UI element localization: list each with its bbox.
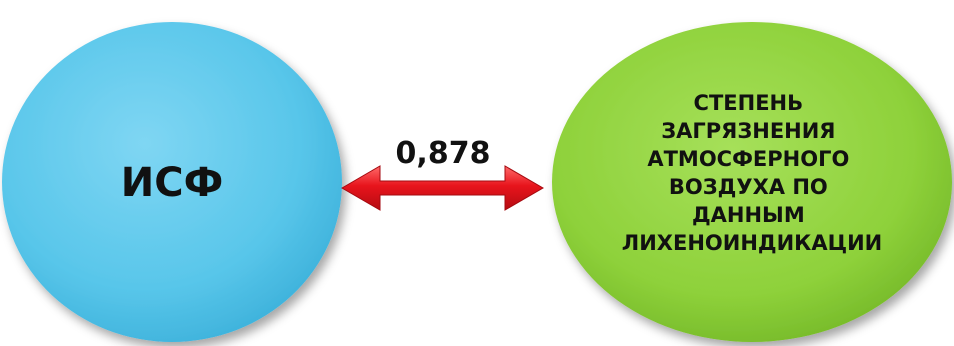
left-node-circle bbox=[2, 22, 342, 342]
right-node: СТЕПЕНЬ ЗАГРЯЗНЕНИЯ АТМОСФЕРНОГО ВОЗДУХА… bbox=[552, 22, 952, 342]
correlation-value: 0,878 bbox=[396, 136, 491, 171]
left-node: ИСФ bbox=[2, 22, 342, 342]
right-node-circle bbox=[552, 22, 952, 342]
right-node-line: ЛИХЕНОИНДИКАЦИИ bbox=[622, 231, 882, 255]
right-node-line: ВОЗДУХА ПО bbox=[669, 175, 828, 199]
right-node-line: ДАННЫМ bbox=[692, 203, 805, 227]
right-node-line: ЗАГРЯЗНЕНИЯ bbox=[661, 119, 835, 143]
double-arrow-icon bbox=[341, 165, 544, 211]
right-node-line: АТМОСФЕРНОГО bbox=[647, 147, 849, 171]
bidirectional-arrow bbox=[341, 165, 544, 211]
right-node-label: СТЕПЕНЬ ЗАГРЯЗНЕНИЯ АТМОСФЕРНОГО ВОЗДУХА… bbox=[622, 91, 882, 255]
left-node-label: ИСФ bbox=[121, 160, 224, 206]
right-node-line: СТЕПЕНЬ bbox=[694, 91, 804, 115]
